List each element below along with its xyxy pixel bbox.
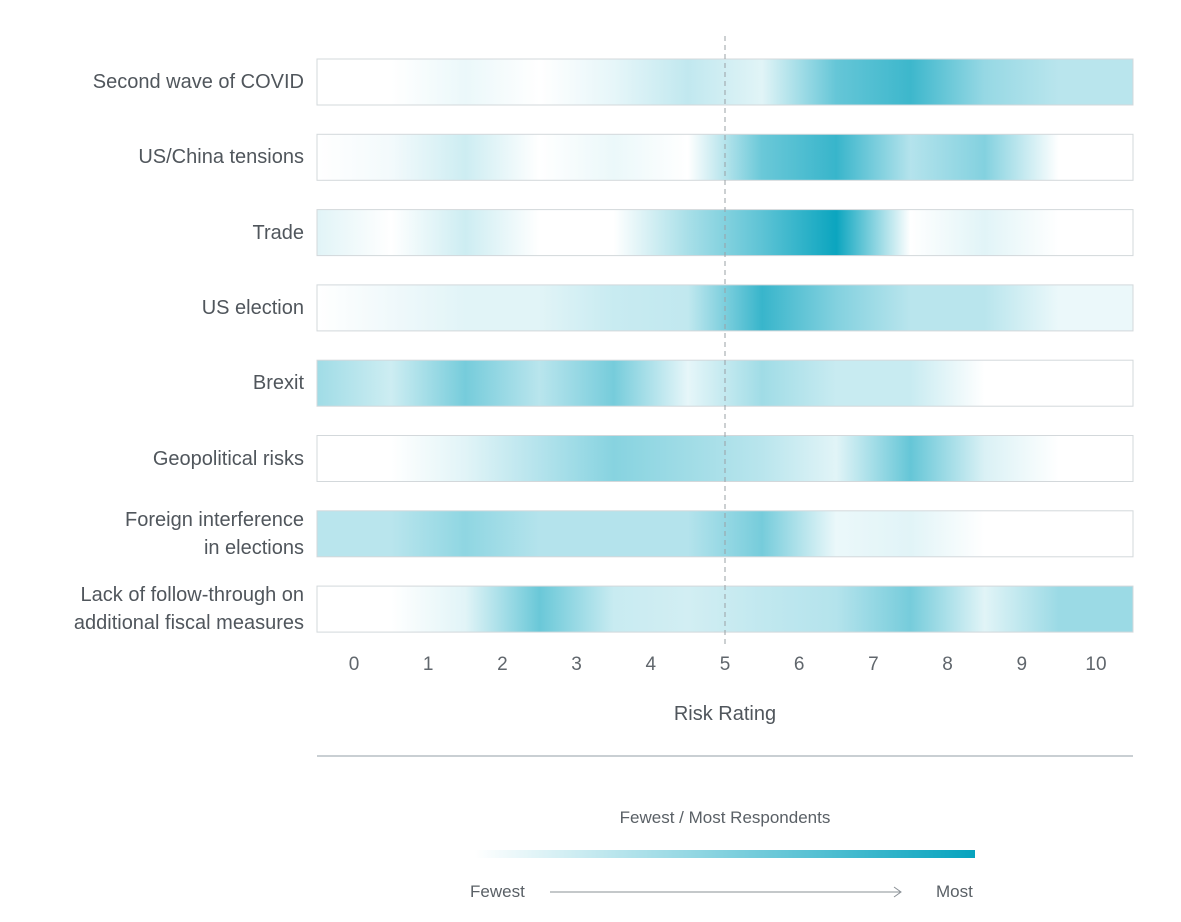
row-label: Foreign interference in elections bbox=[125, 508, 304, 559]
divider bbox=[317, 755, 1133, 757]
row-label: US election bbox=[201, 296, 304, 319]
row-label: Geopolitical risks bbox=[152, 447, 304, 470]
x-tick-label: 9 bbox=[1016, 654, 1028, 675]
row-label: Second wave of COVID bbox=[92, 71, 304, 93]
x-axis-label: Risk Rating bbox=[673, 703, 777, 725]
legend-arrow-icon bbox=[550, 886, 902, 898]
row-label: US/China tensions bbox=[138, 146, 304, 169]
row-label: Trade bbox=[252, 221, 304, 244]
x-tick-label: 3 bbox=[571, 654, 582, 675]
row-label: Brexit bbox=[252, 372, 304, 395]
x-tick-label: 6 bbox=[793, 654, 805, 675]
x-tick-label: 7 bbox=[868, 654, 879, 675]
row-label: Lack of follow-through on additional fis… bbox=[73, 584, 304, 635]
x-tick-label: 2 bbox=[497, 654, 508, 675]
legend-high-label: Most bbox=[936, 882, 973, 901]
legend-title: Fewest / Most Respondents bbox=[619, 808, 831, 827]
x-tick-label: 8 bbox=[942, 654, 953, 675]
legend-low-label: Fewest bbox=[470, 882, 525, 901]
x-tick-label: 10 bbox=[1085, 654, 1107, 675]
legend-gradient-bar bbox=[475, 850, 975, 858]
x-tick-label: 5 bbox=[719, 654, 731, 675]
x-tick-label: 0 bbox=[348, 654, 360, 675]
x-tick-label: 4 bbox=[645, 654, 657, 675]
x-tick-label: 1 bbox=[422, 654, 434, 675]
